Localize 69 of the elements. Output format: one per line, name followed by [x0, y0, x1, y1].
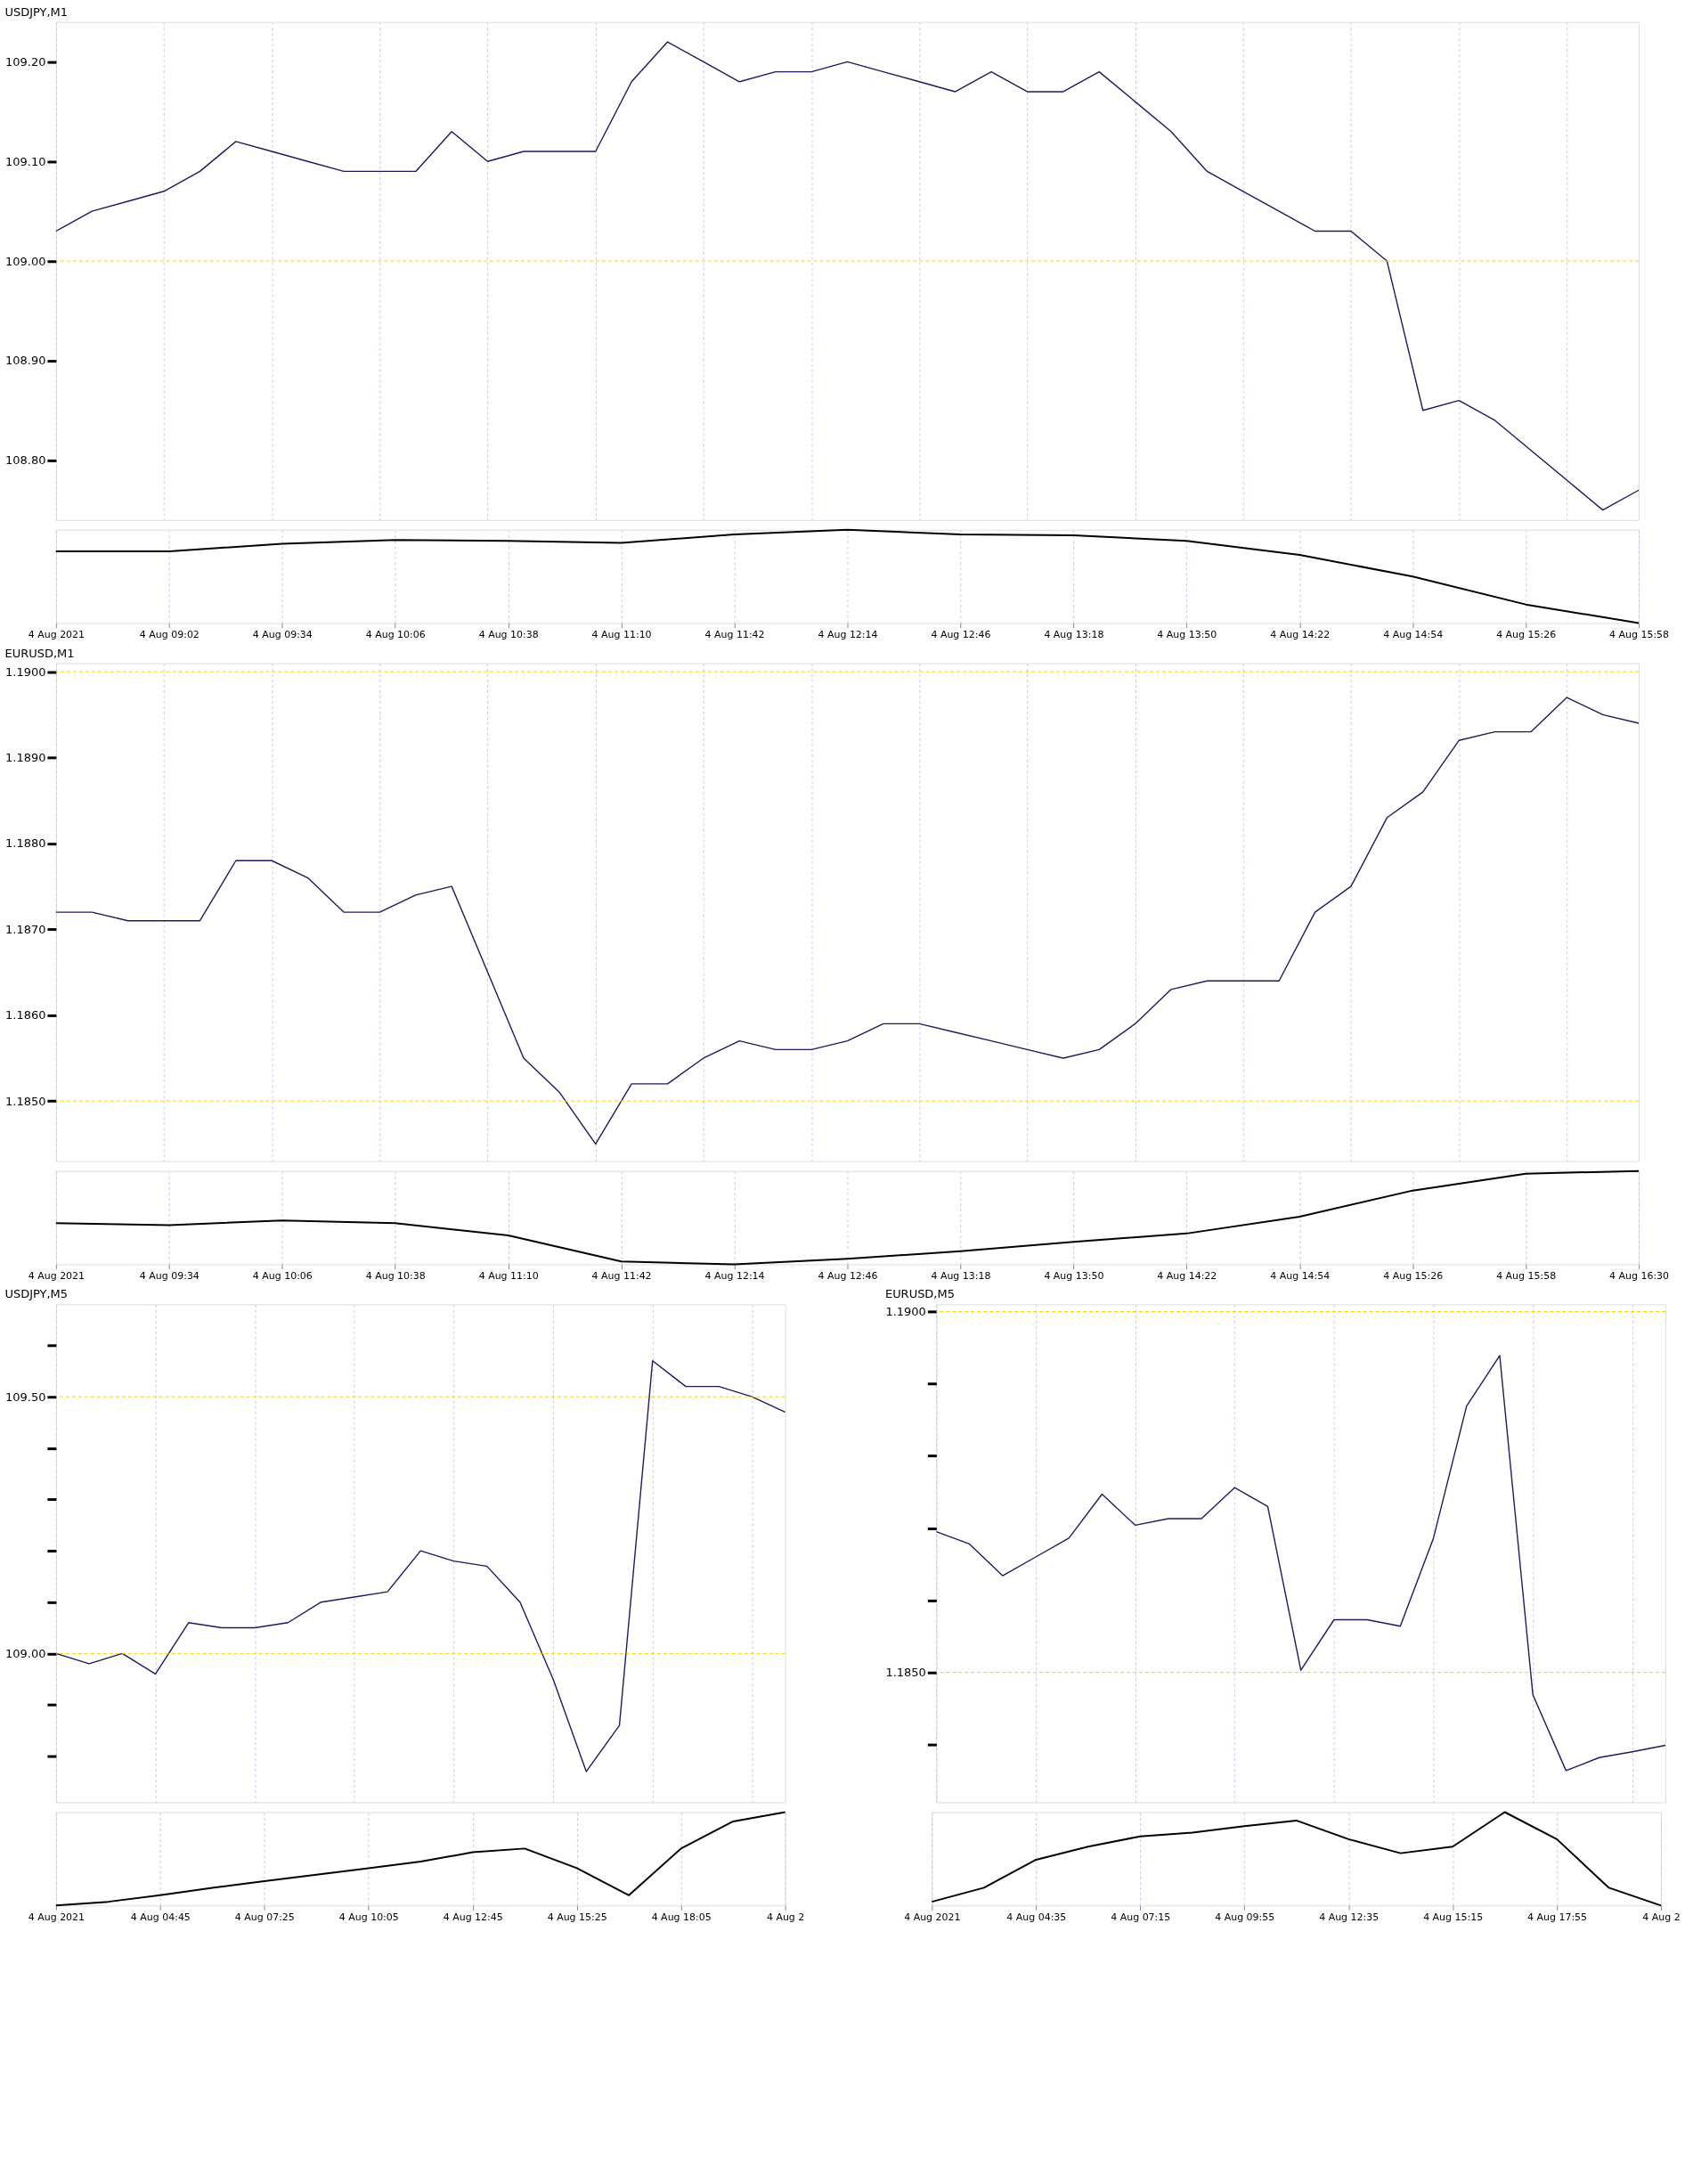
- x-tick-label: 4 Aug 14:22: [1157, 1269, 1217, 1282]
- x-tick-label: 4 Aug 15:25: [547, 1911, 607, 1923]
- x-tick-label: 4 Aug 09:55: [1215, 1911, 1275, 1923]
- x-tick-label: 4 Aug 11:10: [591, 629, 652, 641]
- x-tick-label: 4 Aug 17:55: [1527, 1911, 1588, 1923]
- x-tick-label: 4 Aug 15:58: [1496, 1269, 1557, 1282]
- y-tick-label: 1.1880: [5, 836, 46, 851]
- x-tick-label: 4 Aug 04:45: [130, 1911, 191, 1923]
- x-tick-label: 4 Aug 2: [1642, 1911, 1681, 1923]
- chart-title: USDJPY,M1: [4, 4, 69, 19]
- y-tick-label: 1.1850: [885, 1666, 926, 1680]
- y-tick-label: 1.1900: [885, 1304, 926, 1318]
- y-tick-label: 1.1850: [5, 1094, 46, 1108]
- x-tick-label: 4 Aug 15:15: [1423, 1911, 1484, 1923]
- y-tick-label: 1.1890: [5, 751, 46, 765]
- line-series: [55, 41, 1640, 511]
- chart-title: EURUSD,M5: [884, 1287, 955, 1301]
- x-tick-label: 4 Aug 14:54: [1270, 1269, 1331, 1282]
- y-tick-label: 108.80: [5, 453, 46, 468]
- x-tick-label: 4 Aug 13:50: [1157, 629, 1217, 641]
- x-tick-label: 4 Aug 09:02: [139, 629, 199, 641]
- chart-title: USDJPY,M5: [4, 1287, 69, 1301]
- x-tick-label: 4 Aug 11:42: [591, 1269, 652, 1282]
- x-tick-label: 4 Aug 2: [766, 1911, 805, 1923]
- x-tick-label: 4 Aug 07:25: [234, 1911, 295, 1923]
- x-tick-label: 4 Aug 10:05: [338, 1911, 399, 1923]
- x-tick-label: 4 Aug 2021: [28, 1269, 85, 1282]
- x-tick-label: 4 Aug 10:38: [478, 629, 539, 641]
- x-tick-label: 4 Aug 14:54: [1383, 629, 1444, 641]
- x-tick-label: 4 Aug 12:46: [818, 1269, 878, 1282]
- x-tick-label: 4 Aug 10:06: [252, 1269, 313, 1282]
- x-tick-label: 4 Aug 13:18: [1044, 629, 1104, 641]
- x-tick-label: 4 Aug 12:35: [1319, 1911, 1380, 1923]
- line-series: [935, 1355, 1666, 1772]
- x-tick-label: 4 Aug 15:26: [1383, 1269, 1444, 1282]
- y-tick-label: 109.20: [5, 54, 46, 69]
- x-tick-label: 4 Aug 12:46: [931, 629, 991, 641]
- x-tick-label: 4 Aug 10:06: [365, 629, 426, 641]
- y-tick-label: 108.90: [5, 354, 46, 368]
- y-tick-label: 109.00: [5, 1646, 46, 1660]
- x-tick-label: 4 Aug 13:18: [931, 1269, 991, 1282]
- x-tick-label: 4 Aug 14:22: [1270, 629, 1331, 641]
- x-tick-label: 4 Aug 16:30: [1609, 1269, 1670, 1282]
- x-tick-label: 4 Aug 15:26: [1496, 629, 1557, 641]
- x-tick-label: 4 Aug 07:15: [1111, 1911, 1171, 1923]
- x-tick-label: 4 Aug 15:58: [1609, 629, 1670, 641]
- x-tick-label: 4 Aug 13:50: [1044, 1269, 1104, 1282]
- x-tick-label: 4 Aug 11:10: [478, 1269, 539, 1282]
- y-tick-label: 1.1900: [5, 664, 46, 679]
- x-tick-label: 4 Aug 18:05: [651, 1911, 712, 1923]
- chart-title: EURUSD,M1: [4, 646, 75, 660]
- y-tick-label: 109.10: [5, 154, 46, 168]
- line-series: [55, 1360, 786, 1772]
- y-tick-label: 109.00: [5, 254, 46, 268]
- x-tick-label: 4 Aug 2021: [28, 1911, 85, 1923]
- x-tick-label: 4 Aug 09:34: [139, 1269, 199, 1282]
- x-tick-label: 4 Aug 09:34: [252, 629, 313, 641]
- x-tick-label: 4 Aug 11:42: [704, 629, 765, 641]
- y-tick-label: 1.1870: [5, 922, 46, 936]
- x-tick-label: 4 Aug 10:38: [365, 1269, 426, 1282]
- x-tick-label: 4 Aug 12:14: [818, 629, 878, 641]
- y-tick-label: 109.50: [5, 1389, 46, 1404]
- x-tick-label: 4 Aug 2021: [904, 1911, 961, 1923]
- x-tick-label: 4 Aug 12:14: [704, 1269, 765, 1282]
- x-tick-label: 4 Aug 04:35: [1006, 1911, 1067, 1923]
- line-series: [55, 697, 1640, 1145]
- x-tick-label: 4 Aug 12:45: [443, 1911, 503, 1923]
- x-tick-label: 4 Aug 2021: [28, 629, 85, 641]
- y-tick-label: 1.1860: [5, 1008, 46, 1023]
